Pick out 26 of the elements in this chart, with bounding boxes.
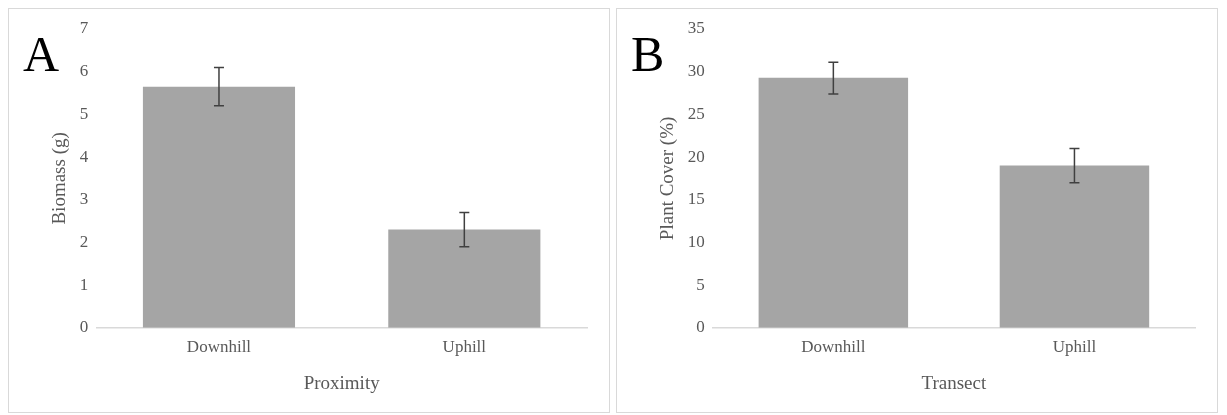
y-tick-label: 20 [687, 146, 705, 166]
y-tick-label: 6 [79, 61, 89, 81]
y-tick-label: 35 [687, 18, 705, 38]
x-tick-label: Uphill [1052, 337, 1097, 357]
y-tick-label: 4 [79, 146, 89, 166]
y-tick-label: 0 [79, 317, 89, 337]
y-tick-label: 5 [696, 274, 705, 294]
y-tick-label: 1 [79, 274, 89, 294]
y-axis-title: Plant Cover (%) [656, 116, 679, 241]
x-tick-label: Uphill [442, 337, 487, 357]
x-tick-label: Downhill [186, 337, 252, 357]
y-tick-label: 3 [79, 189, 89, 209]
chart-title: A [23, 26, 60, 82]
y-tick-label: 5 [79, 103, 89, 123]
x-tick-label: Downhill [801, 337, 866, 357]
x-axis-title: Transect [921, 371, 987, 393]
x-axis-title: Proximity [303, 371, 381, 393]
y-tick-label: 15 [687, 189, 705, 209]
y-tick-label: 2 [79, 231, 89, 251]
y-tick-label: 10 [687, 231, 705, 251]
y-tick-label: 7 [79, 18, 89, 38]
y-axis-title: Biomass (g) [48, 132, 71, 225]
y-tick-label: 30 [687, 61, 705, 81]
y-tick-label: 0 [696, 317, 705, 337]
chart-title: B [631, 26, 665, 82]
y-tick-label: 25 [687, 103, 705, 123]
